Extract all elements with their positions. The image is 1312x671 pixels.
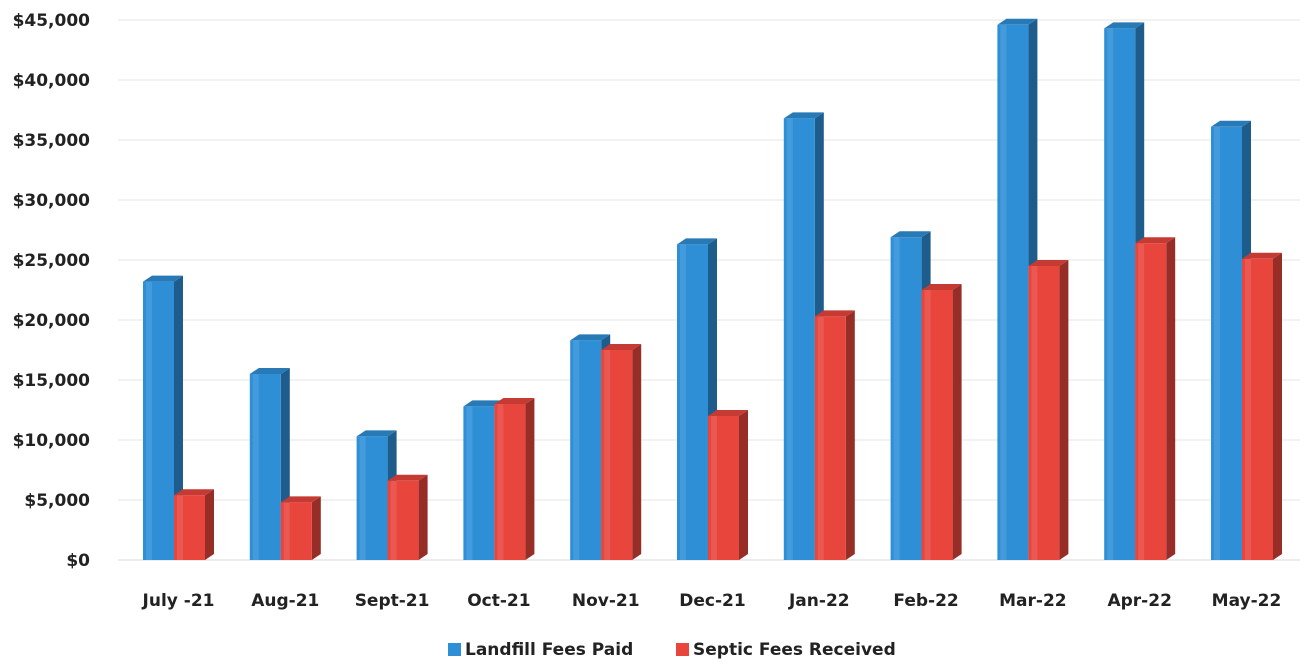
y-tick-label: $20,000 — [13, 311, 91, 331]
x-tick-label: Sept-21 — [355, 591, 430, 611]
legend-swatch — [448, 643, 461, 656]
legend-swatch — [676, 643, 689, 656]
y-tick-label: $0 — [66, 551, 90, 571]
legend-item-septic: Septic Fees Received — [676, 640, 896, 660]
y-tick-label: $30,000 — [13, 191, 91, 211]
y-tick-label: $15,000 — [13, 371, 91, 391]
bar-septic — [921, 284, 962, 560]
x-tick-label: July -21 — [142, 591, 215, 611]
bar-septic — [1135, 237, 1176, 560]
bar-septic — [280, 496, 321, 560]
bar-septic — [494, 398, 535, 560]
x-tick-label: Mar-22 — [999, 591, 1067, 611]
bar-septic — [708, 410, 748, 560]
bars — [143, 18, 1282, 561]
y-tick-label: $45,000 — [13, 11, 91, 31]
x-tick-label: Jan-22 — [788, 591, 850, 611]
bar-landfill — [143, 275, 183, 560]
bar-septic — [387, 474, 428, 560]
y-axis: $0 $5,000 $10,000 $15,000 $20,000 $25,000 $30,… — [13, 11, 91, 571]
y-tick-label: $40,000 — [13, 71, 91, 91]
x-tick-label: Apr-22 — [1107, 591, 1171, 611]
bar-septic — [601, 344, 642, 560]
legend-label: Septic Fees Received — [693, 640, 896, 660]
x-tick-label: Nov-21 — [572, 591, 640, 611]
x-axis: July -21 Aug-21 Sept-21 Oct-21 Nov-21 Dec-21 J… — [142, 591, 1282, 611]
y-tick-label: $25,000 — [13, 251, 91, 271]
x-tick-label: Aug-21 — [251, 591, 319, 611]
x-tick-label: Dec-21 — [679, 591, 745, 611]
bar-septic — [814, 310, 855, 560]
bar-septic — [174, 489, 214, 560]
x-tick-label: May-22 — [1212, 591, 1282, 611]
legend-item-landfill: Landfill Fees Paid — [448, 640, 633, 660]
legend-label: Landfill Fees Paid — [465, 640, 633, 660]
bar-septic — [1242, 252, 1282, 561]
bar-landfill — [356, 430, 397, 560]
x-tick-label: Oct-21 — [467, 591, 530, 611]
y-tick-label: $5,000 — [24, 491, 90, 511]
y-tick-label: $10,000 — [13, 431, 91, 451]
bar-septic — [1028, 260, 1069, 560]
y-tick-label: $35,000 — [13, 131, 91, 151]
legend: Landfill Fees Paid Septic Fees Received — [448, 640, 896, 660]
x-tick-label: Feb-22 — [893, 591, 958, 611]
